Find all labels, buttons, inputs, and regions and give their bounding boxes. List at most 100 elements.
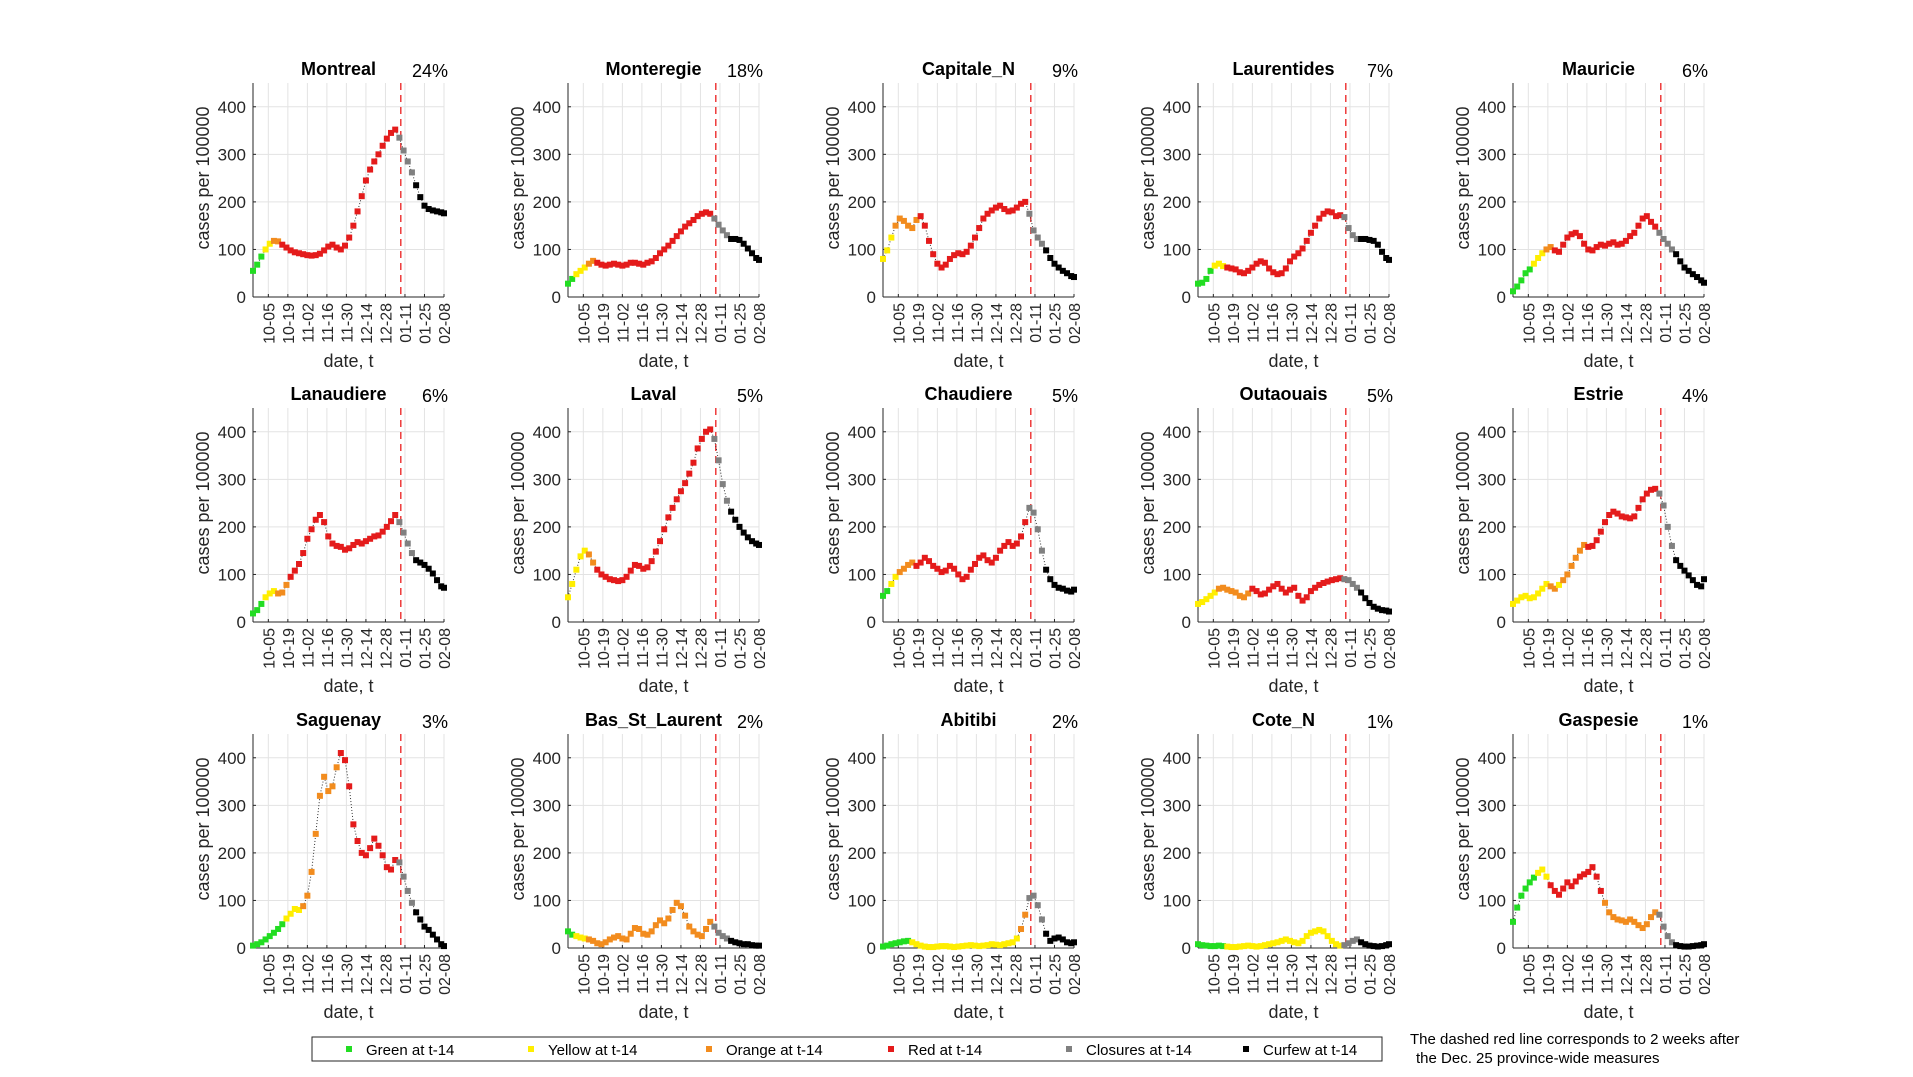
data-point (1622, 237, 1629, 244)
data-point (1643, 921, 1650, 928)
data-point (594, 566, 601, 573)
x-axis-label: date, t (638, 1002, 688, 1022)
data-point (1614, 241, 1621, 248)
data-point (346, 545, 353, 552)
data-point (279, 921, 286, 928)
data-point (1274, 939, 1281, 946)
data-point (1522, 592, 1529, 599)
data-point (1614, 916, 1621, 923)
data-point (1635, 504, 1642, 511)
data-point (715, 929, 722, 936)
data-point (396, 859, 403, 866)
data-point (905, 222, 912, 229)
x-axis-label: date, t (323, 351, 373, 371)
data-point (1220, 943, 1227, 950)
data-point (346, 234, 353, 241)
data-point (1307, 588, 1314, 595)
data-point (756, 942, 762, 949)
data-point (296, 906, 303, 913)
data-point (316, 250, 323, 257)
data-point (1656, 490, 1663, 497)
data-point (304, 252, 311, 259)
x-tick-label: 01-11 (713, 954, 730, 994)
data-point (1341, 942, 1348, 949)
data-point (1622, 514, 1629, 521)
data-point (1656, 229, 1663, 236)
data-point (946, 562, 953, 569)
data-point (1203, 596, 1210, 603)
data-point (1203, 942, 1210, 949)
data-point (1677, 943, 1684, 950)
data-point (1379, 607, 1386, 614)
data-point (1257, 258, 1264, 265)
y-tick-label: 200 (1163, 844, 1191, 863)
data-point (1581, 240, 1588, 247)
data-point (421, 202, 428, 209)
data-point (1047, 937, 1054, 944)
x-tick-label: 02-08 (1697, 954, 1714, 995)
data-point (1345, 577, 1352, 584)
data-point (413, 182, 420, 189)
data-point (669, 237, 676, 244)
panel-title: Cote_N (1252, 710, 1315, 730)
data-point (1207, 592, 1214, 599)
data-point (615, 261, 622, 268)
legend-label: Closures at t-14 (1086, 1042, 1192, 1059)
data-point (362, 538, 369, 545)
data-point (611, 260, 618, 267)
x-tick-label: 10-05 (261, 954, 278, 995)
data-point (337, 543, 344, 550)
x-tick-label: 12-28 (1008, 954, 1025, 995)
data-point (602, 939, 609, 946)
data-point (984, 210, 991, 217)
x-tick-label: 11-16 (1265, 954, 1282, 994)
data-point (1664, 523, 1671, 530)
data-point (371, 533, 378, 540)
data-point (1556, 891, 1563, 898)
data-point (997, 942, 1004, 949)
data-point (1064, 939, 1071, 946)
panel-share: 7% (1367, 61, 1393, 81)
data-point (279, 241, 286, 248)
y-axis-label: cases per 100000 (1138, 757, 1158, 900)
data-point (1266, 586, 1273, 593)
data-point (300, 251, 307, 258)
data-point (1282, 936, 1289, 943)
data-point (350, 222, 357, 229)
y-tick-label: 300 (848, 470, 876, 489)
x-tick-label: 10-19 (281, 303, 298, 344)
data-point (888, 234, 895, 241)
data-point (690, 928, 697, 935)
data-point (976, 225, 983, 232)
data-point (627, 567, 634, 574)
x-axis-label: date, t (323, 676, 373, 696)
data-point (1685, 572, 1692, 579)
x-axis-label: date, t (953, 1002, 1003, 1022)
panel-share: 2% (1052, 712, 1078, 732)
data-point (1232, 944, 1239, 951)
data-point (652, 548, 659, 555)
data-point (1627, 515, 1634, 522)
data-point (1299, 597, 1306, 604)
data-point (429, 570, 436, 577)
data-point (892, 940, 899, 947)
x-tick-label: 11-16 (635, 954, 652, 994)
data-point (719, 933, 726, 940)
data-point (342, 546, 349, 553)
data-point (888, 941, 895, 948)
x-tick-label: 11-16 (320, 628, 337, 668)
data-point (262, 594, 269, 601)
panel-title: Laval (630, 384, 676, 404)
panel-share: 5% (1052, 386, 1078, 406)
data-point (279, 589, 286, 596)
x-tick-label: 11-02 (1245, 303, 1262, 343)
x-tick-label: 01-25 (1362, 954, 1379, 995)
footnote-line-2: the Dec. 25 province-wide measures (1416, 1050, 1660, 1067)
data-point (1366, 599, 1373, 606)
data-point (1648, 218, 1655, 225)
data-point (1668, 939, 1675, 946)
x-tick-label: 11-16 (950, 954, 967, 994)
x-tick-label: 10-05 (1521, 303, 1538, 344)
